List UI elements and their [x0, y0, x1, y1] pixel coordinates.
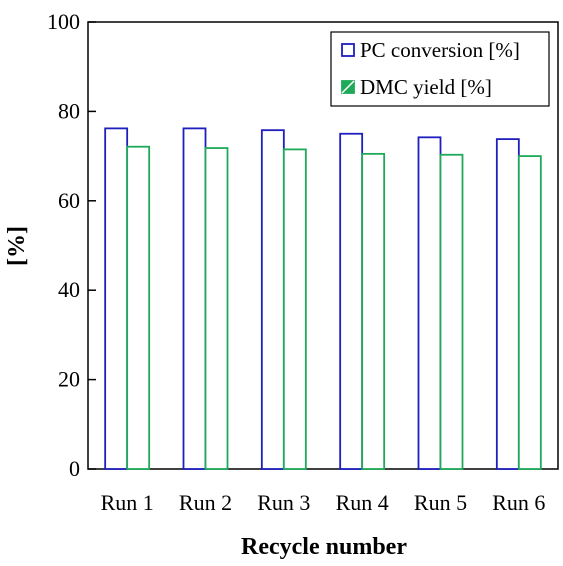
- legend-box: [330, 31, 550, 107]
- y-tick-label: 100: [47, 9, 80, 34]
- x-tick-label: Run 2: [179, 490, 232, 515]
- bars: [104, 127, 542, 470]
- bar-dmc-yield-2: [204, 147, 229, 470]
- x-tick-label: Run 3: [257, 490, 310, 515]
- bar-dmc-yield-6: [517, 155, 542, 470]
- y-tick-label: 40: [58, 277, 80, 302]
- legend-label: PC conversion [%]: [360, 38, 520, 62]
- bar-pc-conversion-3: [260, 129, 285, 470]
- plot-area: [87, 21, 559, 470]
- y-tick-label: 20: [58, 367, 80, 392]
- y-tick-label: 0: [69, 456, 80, 481]
- plot-frame: [87, 21, 559, 470]
- legend: PC conversion [%] DMC yield [%]: [330, 31, 550, 107]
- x-axis: Run 1 Run 2 Run 3 Run 4 Run 5 Run 6: [101, 490, 546, 515]
- x-axis-title: Recycle number: [241, 534, 407, 560]
- bar-pc-conversion-5: [417, 136, 442, 470]
- y-axis-title: [%]: [4, 226, 30, 266]
- bar-pc-conversion-1: [104, 127, 129, 470]
- x-tick-label: Run 4: [336, 490, 389, 515]
- bar-dmc-yield-3: [282, 148, 307, 470]
- x-tick-label: Run 5: [414, 490, 467, 515]
- bar-pc-conversion-2: [182, 127, 207, 470]
- x-tick-label: Run 1: [101, 490, 154, 515]
- bar-dmc-yield-1: [126, 145, 151, 470]
- bar-dmc-yield-4: [361, 152, 386, 470]
- legend-swatch: [341, 43, 355, 57]
- legend-swatch-hatch: [341, 80, 355, 94]
- y-tick-label: 60: [58, 188, 80, 213]
- x-tick-label: Run 6: [492, 490, 545, 515]
- bar-dmc-yield-5: [439, 153, 464, 470]
- bar-pc-conversion-4: [339, 132, 364, 470]
- y-tick-label: 80: [58, 98, 80, 123]
- legend-label: DMC yield [%]: [360, 75, 492, 99]
- y-axis: 0 20 40 60 80 100: [47, 9, 96, 481]
- bar-pc-conversion-6: [495, 138, 520, 470]
